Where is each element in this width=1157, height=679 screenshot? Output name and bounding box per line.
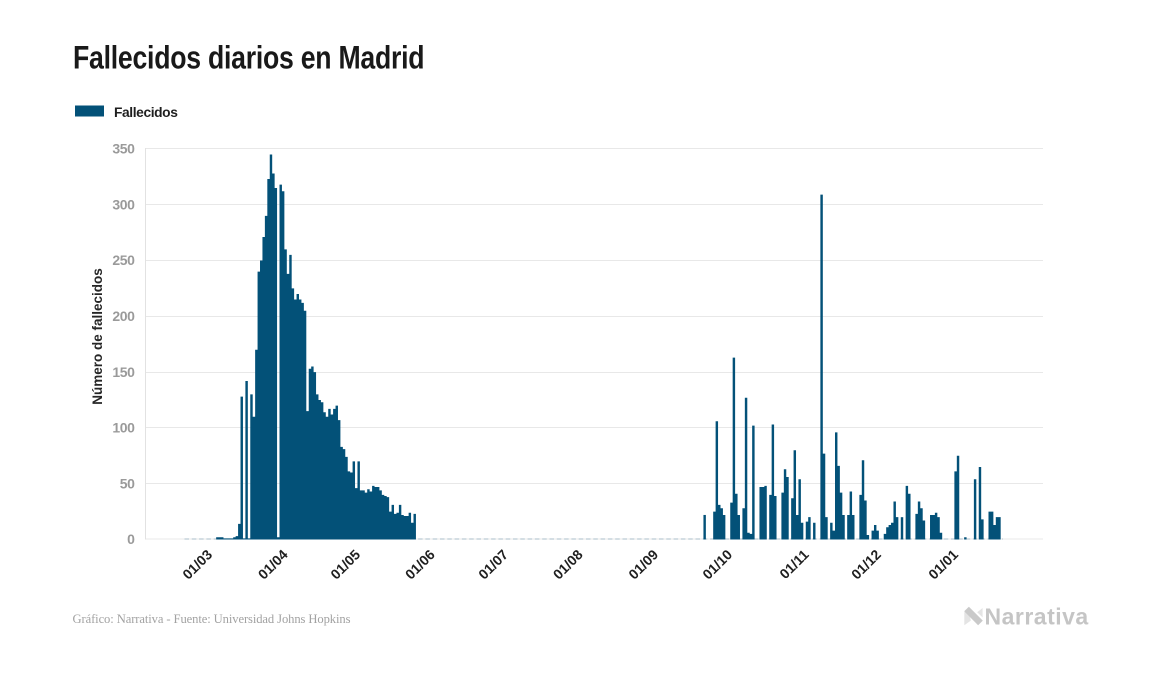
svg-text:01/10: 01/10 [699, 546, 735, 582]
svg-text:Gráfico: Narrativa - Fuente: U: Gráfico: Narrativa - Fuente: Universidad… [73, 612, 351, 626]
svg-text:01/04: 01/04 [255, 546, 291, 582]
svg-text:Número de fallecidos: Número de fallecidos [90, 268, 105, 405]
svg-text:01/08: 01/08 [550, 546, 586, 582]
svg-text:200: 200 [112, 308, 135, 324]
svg-text:01/07: 01/07 [475, 546, 511, 582]
svg-text:01/06: 01/06 [402, 546, 438, 582]
svg-text:50: 50 [120, 475, 135, 491]
svg-text:Fallecidos diarios en Madrid: Fallecidos diarios en Madrid [73, 40, 424, 76]
svg-text:350: 350 [112, 141, 135, 157]
svg-text:01/12: 01/12 [848, 546, 884, 582]
svg-text:Narrativa: Narrativa [985, 604, 1089, 630]
svg-text:01/11: 01/11 [776, 546, 812, 582]
svg-text:01/01: 01/01 [925, 546, 961, 582]
svg-text:250: 250 [112, 252, 135, 268]
svg-text:300: 300 [112, 196, 135, 212]
svg-text:01/09: 01/09 [625, 546, 661, 582]
svg-text:100: 100 [112, 420, 135, 436]
svg-text:Fallecidos: Fallecidos [114, 105, 178, 120]
svg-text:01/05: 01/05 [327, 546, 363, 582]
svg-text:150: 150 [112, 364, 135, 380]
svg-text:0: 0 [127, 531, 135, 547]
svg-text:01/03: 01/03 [179, 546, 215, 582]
